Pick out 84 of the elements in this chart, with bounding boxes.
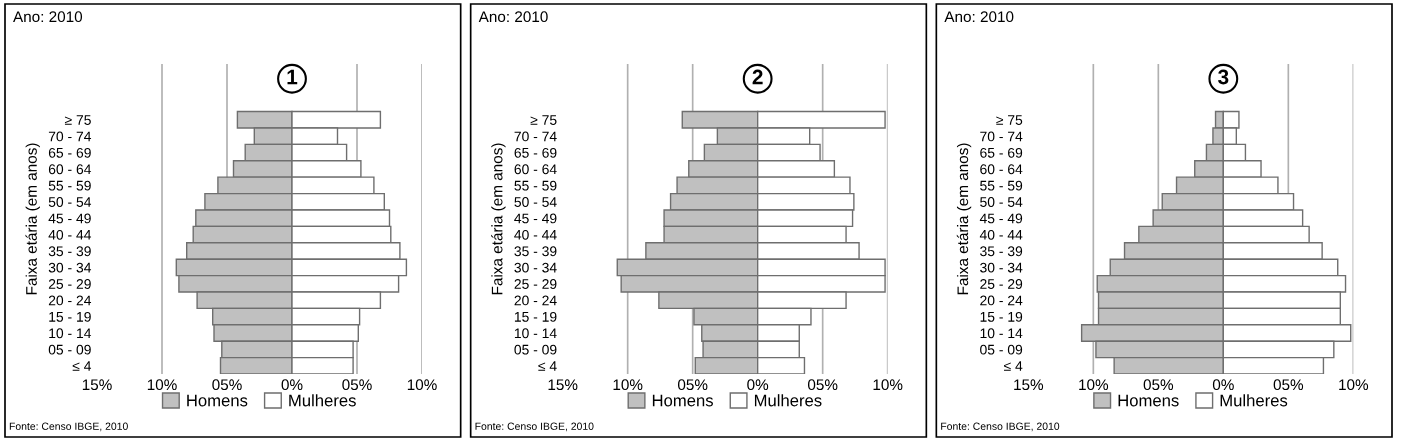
- x-tick-label: 10%: [147, 379, 177, 391]
- y-tick-label: 55 - 59: [980, 180, 1023, 191]
- y-tick-label: 15 - 19: [49, 311, 91, 322]
- chart-subtitle: 1: [287, 69, 298, 85]
- y-tick-label: 05 - 09: [980, 344, 1023, 355]
- x-tick-label: 05%: [342, 379, 372, 391]
- y-tick-label: 10 - 14: [980, 328, 1023, 339]
- y-tick-label: 65 - 69: [48, 147, 91, 158]
- x-tick-label: 10%: [1079, 379, 1109, 391]
- y-tick-label: 05 - 09: [514, 344, 557, 355]
- y-tick-label: 20 - 24: [980, 295, 1023, 306]
- y-tick-label: ≥ 75: [530, 115, 557, 125]
- y-tick-label: ≤ 4: [538, 361, 557, 371]
- y-tick-label: 70 - 74: [514, 131, 557, 142]
- y-tick-label: 25 - 29: [48, 279, 91, 289]
- y-tick-label: 70 - 74: [48, 131, 92, 142]
- x-tick-label: 15%: [1014, 379, 1044, 391]
- source-note: Fonte: Censo IBGE, 2010: [9, 422, 128, 432]
- y-tick-label: 10 - 14: [49, 328, 92, 339]
- y-tick-label: 25 - 29: [980, 279, 1023, 289]
- legend-label: Mulheres: [1220, 394, 1288, 407]
- y-tick-label: 40 - 44: [979, 229, 1023, 240]
- x-tick-label: 0%: [747, 379, 769, 391]
- y-tick-label: 65 - 69: [980, 147, 1023, 158]
- y-axis-title: Faixa etária (em anos): [956, 143, 972, 295]
- y-tick-label: 60 - 64: [514, 164, 557, 175]
- y-tick-label: 60 - 64: [48, 164, 92, 175]
- y-tick-label: ≥ 75: [996, 115, 1023, 125]
- y-tick-label: 40 - 44: [514, 229, 557, 240]
- y-tick-label: 50 - 54: [48, 197, 92, 207]
- source-note: Fonte: Censo IBGE, 2010: [475, 422, 594, 432]
- x-tick-label: 0%: [1212, 379, 1234, 391]
- x-tick-label: 10%: [407, 379, 437, 391]
- y-tick-label: 30 - 34: [514, 262, 557, 273]
- x-tick-label: 0%: [281, 379, 303, 391]
- x-tick-label: 10%: [613, 379, 643, 391]
- y-tick-label: 50 - 54: [980, 197, 1023, 207]
- y-tick-label: 20 - 24: [48, 295, 92, 306]
- y-tick-label: 35 - 39: [980, 246, 1023, 257]
- legend-label: Mulheres: [754, 394, 822, 407]
- y-axis-title: Faixa etária (em anos): [491, 143, 506, 295]
- chart-title: Ano: 2010: [478, 11, 548, 23]
- y-tick-label: ≤ 4: [72, 361, 92, 371]
- y-tick-label: 35 - 39: [514, 246, 557, 257]
- y-tick-label: ≤ 4: [1004, 361, 1023, 371]
- x-tick-label: 05%: [807, 379, 838, 391]
- y-tick-label: 45 - 49: [48, 213, 91, 224]
- y-tick-label: 65 - 69: [514, 147, 557, 158]
- y-tick-label: 15 - 19: [514, 311, 557, 322]
- x-tick-label: 10%: [873, 379, 903, 391]
- y-tick-label: 50 - 54: [514, 197, 557, 207]
- x-tick-label: 10%: [1339, 379, 1369, 391]
- y-tick-label: ≥ 75: [64, 115, 91, 125]
- y-tick-label: 05 - 09: [48, 344, 91, 355]
- chart-subtitle: 2: [752, 69, 763, 85]
- y-tick-label: 20 - 24: [514, 295, 557, 306]
- x-tick-label: 15%: [548, 379, 578, 391]
- legend-label: Homens: [652, 394, 713, 407]
- chart-title: Ano: 2010: [944, 11, 1014, 23]
- y-tick-label: 60 - 64: [980, 164, 1023, 175]
- y-tick-label: 10 - 14: [514, 328, 557, 339]
- y-tick-label: 30 - 34: [980, 262, 1023, 273]
- x-tick-label: 05%: [1273, 379, 1304, 391]
- y-tick-label: 55 - 59: [48, 180, 91, 191]
- chart-subtitle: 3: [1218, 69, 1229, 85]
- y-tick-label: 55 - 59: [514, 180, 557, 191]
- y-tick-label: 70 - 74: [980, 131, 1023, 142]
- legend-label: Homens: [1118, 394, 1179, 407]
- x-tick-label: 15%: [82, 379, 112, 391]
- source-note: Fonte: Censo IBGE, 2010: [941, 422, 1060, 432]
- y-tick-label: 30 - 34: [48, 262, 92, 273]
- legend-label: Homens: [187, 394, 248, 407]
- x-tick-label: 05%: [1143, 379, 1174, 391]
- y-tick-label: 35 - 39: [48, 246, 91, 257]
- y-tick-label: 15 - 19: [980, 311, 1023, 322]
- y-axis-title: Faixa etária (em anos): [25, 143, 40, 295]
- x-tick-label: 05%: [677, 379, 708, 391]
- y-tick-label: 45 - 49: [514, 213, 557, 224]
- x-tick-label: 05%: [212, 379, 242, 391]
- chart-title: Ano: 2010: [13, 11, 83, 23]
- y-tick-label: 40 - 44: [48, 229, 92, 240]
- y-tick-label: 25 - 29: [514, 279, 557, 289]
- y-tick-label: 45 - 49: [979, 213, 1023, 224]
- legend-label: Mulheres: [289, 394, 356, 407]
